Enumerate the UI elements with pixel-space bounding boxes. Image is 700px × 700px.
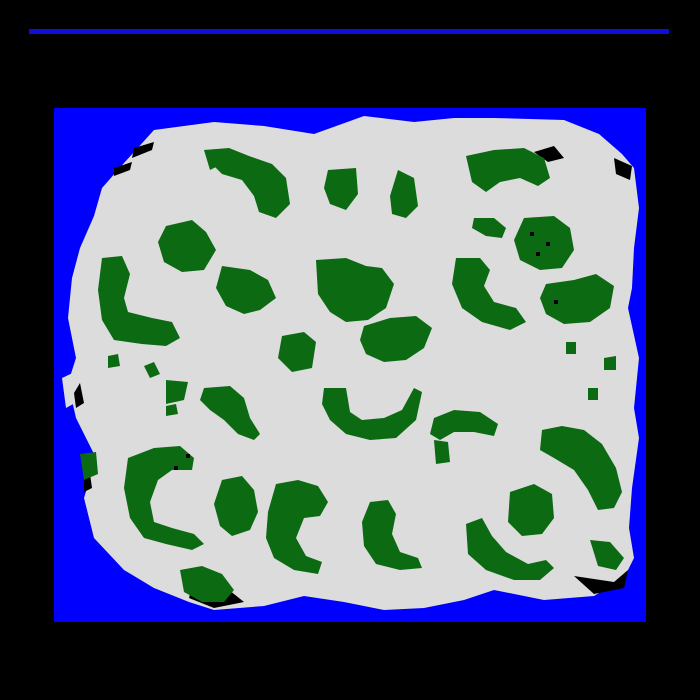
terrain-map[interactable] (54, 108, 646, 622)
top-bar (29, 29, 669, 34)
forest-patches (80, 148, 624, 602)
terrain-specks (174, 232, 558, 470)
map-view[interactable] (54, 108, 646, 622)
